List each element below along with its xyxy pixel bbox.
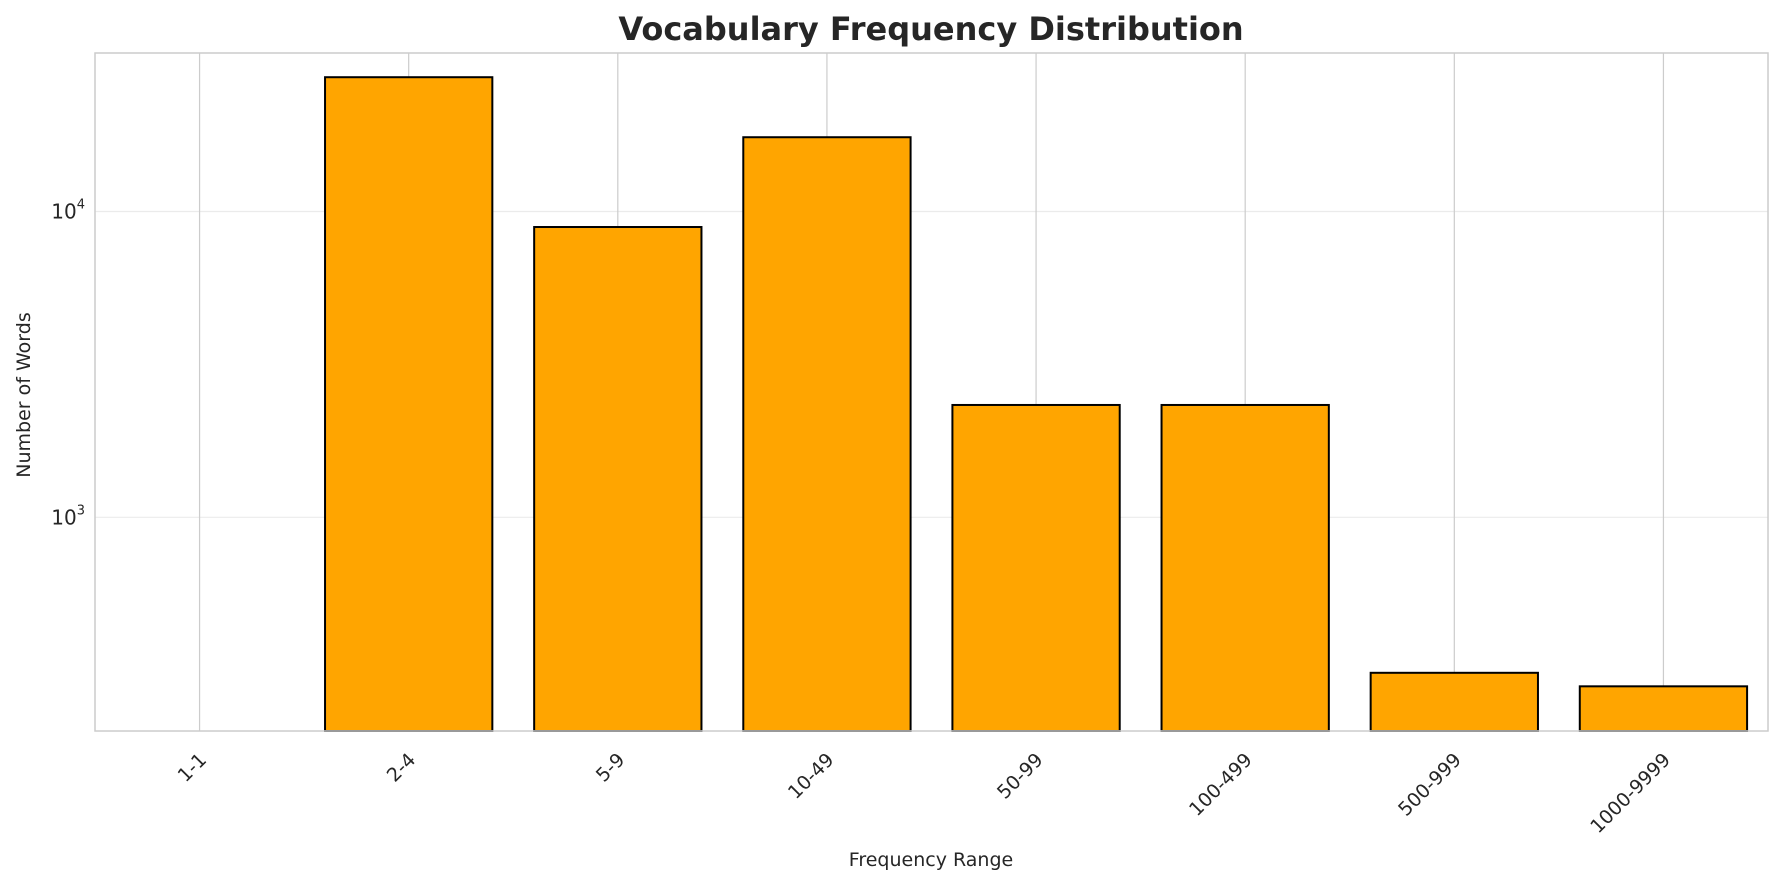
x-tick-labels: 1-1 2-4 5-9 10-49 50-99 100-499 500-999 1000-99… xyxy=(174,749,1675,838)
x-tick-label: 1000-9999 xyxy=(1586,749,1675,838)
bar-100-499 xyxy=(1160,403,1330,732)
x-tick-label: 10-49 xyxy=(784,749,839,804)
y-tick-labels: 103 104 xyxy=(51,198,85,530)
bar-1000-9999 xyxy=(1578,685,1749,732)
y-tick-label: 104 xyxy=(51,198,85,224)
bar-50-99 xyxy=(951,403,1121,732)
x-axis-label: Frequency Range xyxy=(849,849,1013,871)
bar-500-999 xyxy=(1369,671,1539,733)
chart-title: Vocabulary Frequency Distribution xyxy=(618,10,1243,48)
x-tick-label: 2-4 xyxy=(383,749,421,787)
y-tick-label: 103 xyxy=(51,503,85,529)
x-tick-label: 100-499 xyxy=(1185,749,1257,821)
x-tick-label: 500-999 xyxy=(1394,749,1466,821)
bar-2-4 xyxy=(324,76,494,732)
bar-5-9 xyxy=(533,226,703,732)
y-axis-label: Number of Words xyxy=(13,312,35,477)
x-tick-label: 5-9 xyxy=(592,749,630,787)
x-tick-label: 1-1 xyxy=(174,749,212,787)
plot-area-frame xyxy=(94,52,1769,732)
x-tick-label: 50-99 xyxy=(993,749,1048,804)
bar-10-49 xyxy=(742,136,912,732)
